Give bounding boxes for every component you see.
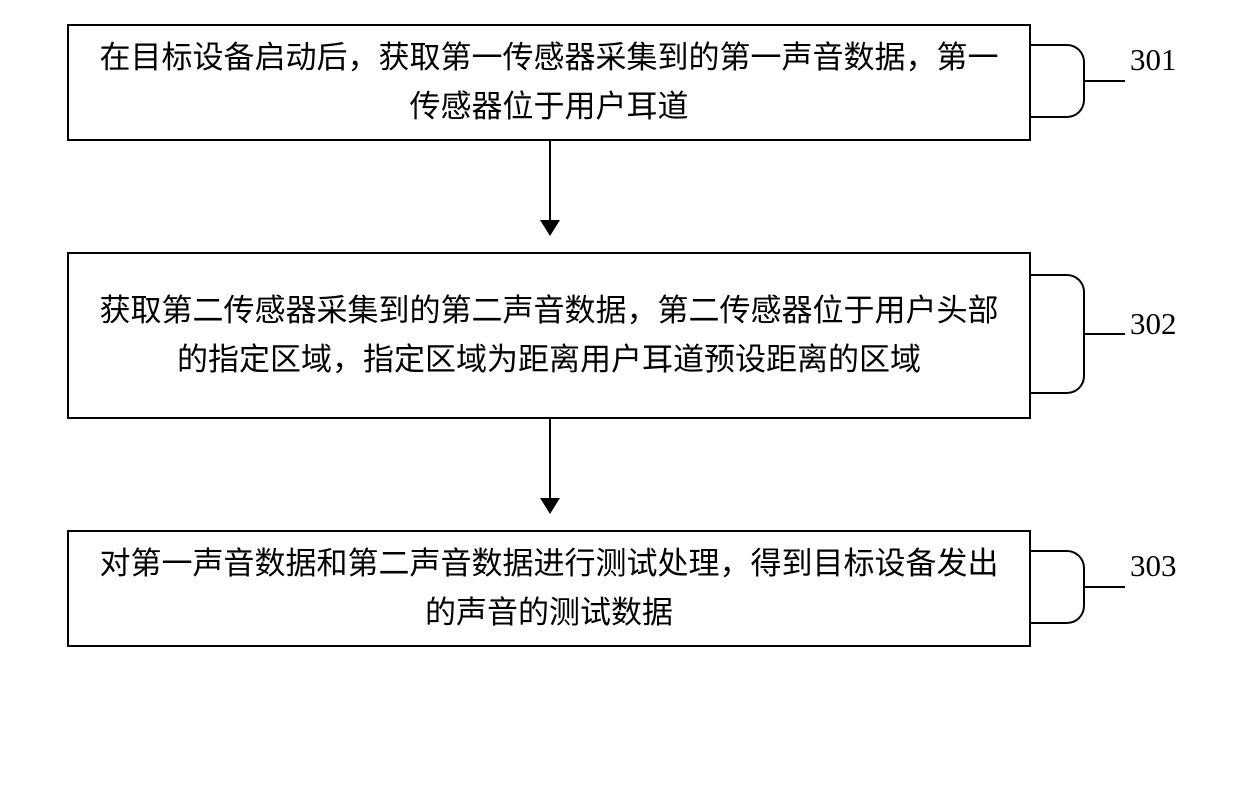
step-label-302: 302 — [1130, 306, 1177, 342]
label-connector-tail-301 — [1085, 80, 1125, 82]
flow-step-301: 在目标设备启动后，获取第一传感器采集到的第一声音数据，第一传感器位于用户耳道 — [67, 24, 1031, 141]
label-connector-tail-302 — [1085, 333, 1125, 335]
arrow-head-302-to-303 — [540, 498, 560, 514]
flow-step-303: 对第一声音数据和第二声音数据进行测试处理，得到目标设备发出的声音的测试数据 — [67, 530, 1031, 647]
arrow-head-301-to-302 — [540, 220, 560, 236]
arrow-302-to-303 — [549, 419, 551, 498]
flow-step-301-text: 在目标设备启动后，获取第一传感器采集到的第一声音数据，第一传感器位于用户耳道 — [89, 34, 1009, 130]
flow-step-302-text: 获取第二传感器采集到的第二声音数据，第二传感器位于用户头部的指定区域，指定区域为… — [89, 287, 1009, 383]
step-label-301: 301 — [1130, 42, 1177, 78]
arrow-301-to-302 — [549, 141, 551, 220]
label-connector-tail-303 — [1085, 586, 1125, 588]
label-connector-303 — [1031, 550, 1085, 624]
flow-step-303-text: 对第一声音数据和第二声音数据进行测试处理，得到目标设备发出的声音的测试数据 — [89, 540, 1009, 636]
step-label-303: 303 — [1130, 548, 1177, 584]
label-connector-301 — [1031, 44, 1085, 118]
label-connector-302 — [1031, 274, 1085, 394]
flow-step-302: 获取第二传感器采集到的第二声音数据，第二传感器位于用户头部的指定区域，指定区域为… — [67, 252, 1031, 419]
